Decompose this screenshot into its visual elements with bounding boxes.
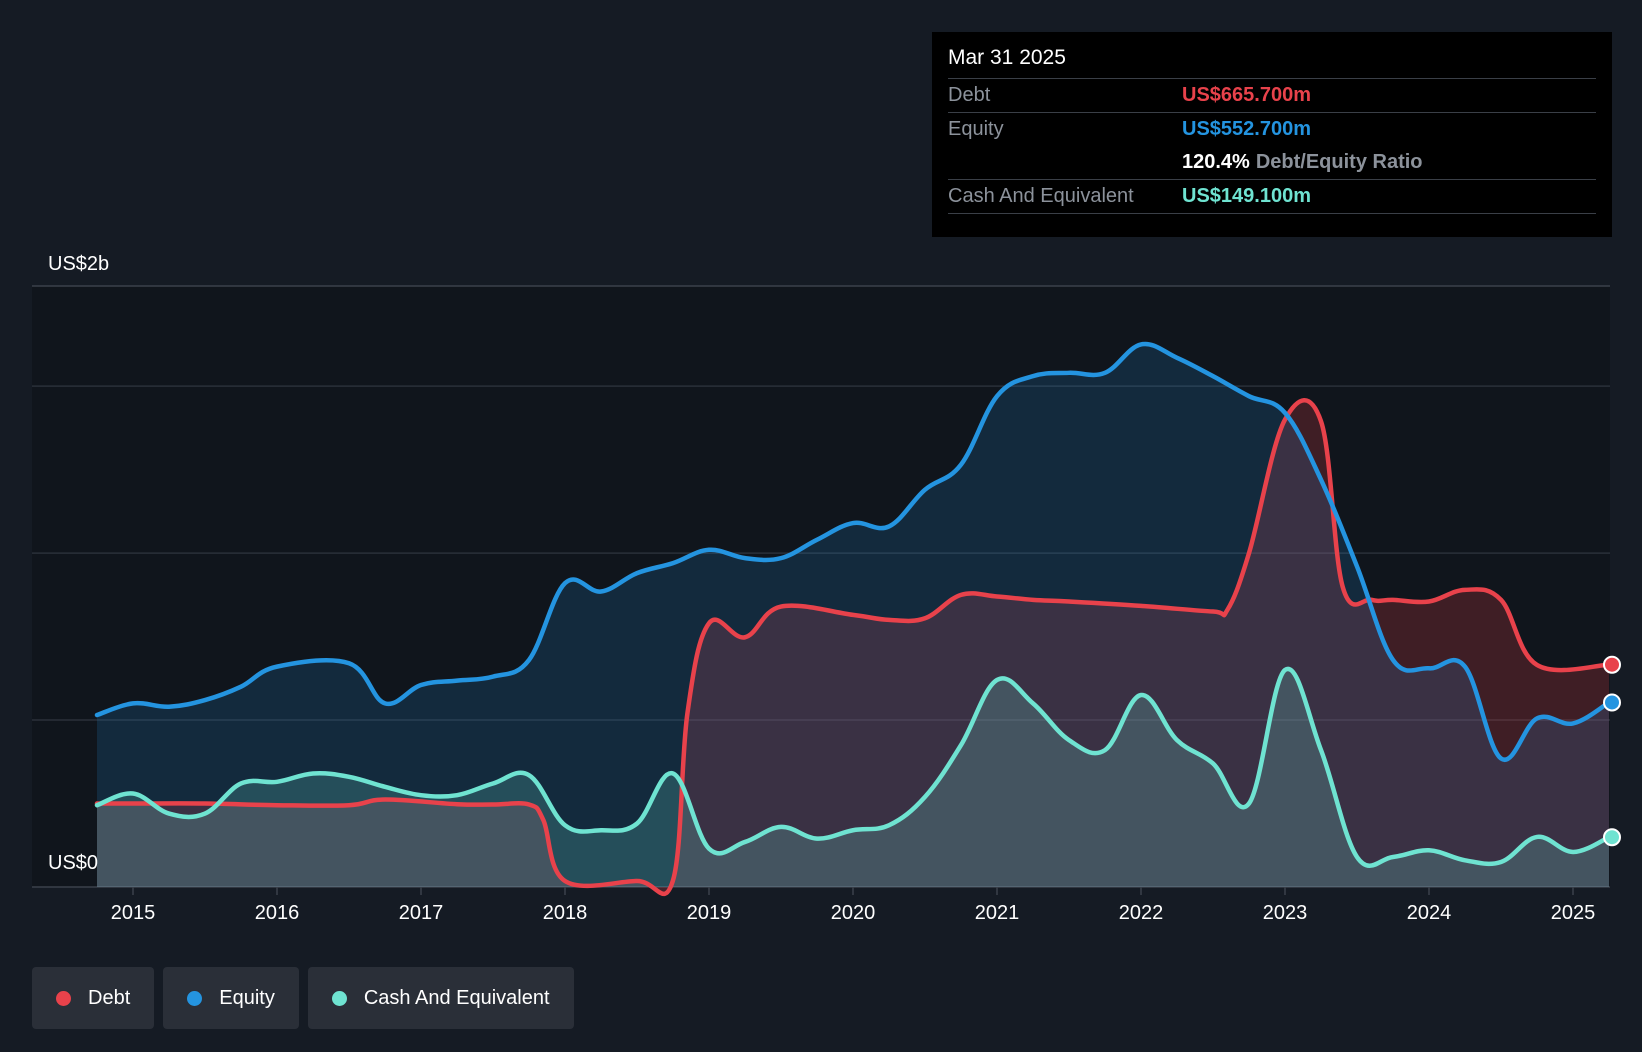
cash-line — [94, 666, 1612, 868]
x-tick-label: 2023 — [1263, 902, 1308, 924]
cash-dot-icon — [331, 990, 347, 1006]
legend-item-cash[interactable]: Cash And Equivalent — [307, 967, 574, 1029]
tooltip-equity-value: US$552.700m — [1182, 118, 1311, 140]
x-axis: 2015 2016 2017 2018 2019 2020 2021 2022 2023 2024… — [111, 887, 1596, 924]
legend-cash-label: Cash And Equivalent — [363, 986, 550, 1009]
tooltip-date: Mar 31 2025 — [948, 46, 1066, 69]
x-tick-label: 2025 — [1551, 902, 1596, 924]
x-tick-label: 2018 — [543, 902, 588, 924]
x-tick-label: 2020 — [831, 902, 876, 924]
legend-item-debt[interactable]: Debt — [32, 967, 155, 1029]
debt-endpoint-marker — [1603, 655, 1621, 674]
cash-area — [97, 668, 1609, 887]
legend: Debt Equity Cash And Equivalent — [32, 967, 574, 1029]
y-axis-bottom-label: US$0 — [48, 852, 98, 874]
tooltip-cash-row: Cash And Equivalent US$149.100m — [948, 179, 1596, 214]
tooltip-equity-label: Equity — [948, 118, 1004, 140]
tooltip-cash-label: Cash And Equivalent — [948, 185, 1134, 207]
tooltip-ratio-label: Debt/Equity Ratio — [1255, 151, 1423, 173]
equity-endpoint-marker — [1603, 693, 1621, 712]
debt-area — [97, 400, 1609, 894]
y-axis-top-label: US$2b — [48, 253, 109, 275]
x-tick-label: 2015 — [111, 902, 156, 924]
tooltip-debt-row: Debt US$665.700m — [948, 78, 1596, 112]
tooltip-debt-label: Debt — [948, 84, 991, 106]
x-tick-label: 2017 — [399, 902, 444, 924]
legend-item-equity[interactable]: Equity — [163, 967, 299, 1029]
tooltip-ratio-row: 120.4% Debt/Equity Ratio — [948, 146, 1596, 179]
equity-dot-icon — [187, 990, 203, 1006]
tooltip-ratio-value: 120.4% — [1182, 151, 1250, 173]
x-tick-label: 2024 — [1407, 902, 1452, 924]
x-tick-label: 2022 — [1119, 902, 1164, 924]
x-tick-label: 2019 — [687, 902, 732, 924]
legend-debt-label: Debt — [88, 986, 131, 1009]
tooltip-equity-row: Equity US$552.700m — [948, 112, 1596, 146]
debt-line — [94, 398, 1612, 896]
series-endpoints — [1603, 655, 1621, 847]
legend-equity-label: Equity — [219, 986, 275, 1009]
tooltip-cash-value: US$149.100m — [1182, 185, 1311, 207]
x-tick-label: 2021 — [975, 902, 1020, 924]
cash-endpoint-marker — [1603, 828, 1621, 847]
debt-dot-icon — [56, 990, 71, 1006]
x-tick-label: 2016 — [255, 902, 300, 924]
gridlines — [32, 285, 1610, 888]
series-lines — [94, 341, 1612, 896]
tooltip-panel: Mar 31 2025 Debt US$665.700m Equity US$5… — [932, 32, 1612, 237]
tooltip-debt-value: US$665.700m — [1182, 84, 1311, 106]
equity-line — [94, 341, 1612, 762]
